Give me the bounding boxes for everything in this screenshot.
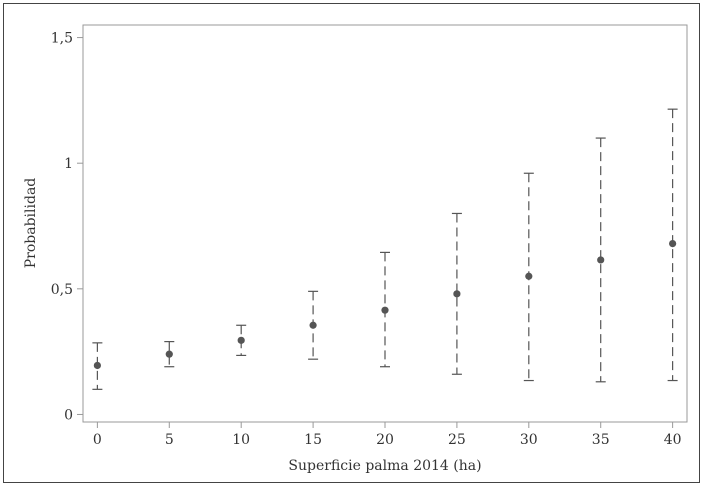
- data-points: [93, 240, 677, 370]
- x-tick-label: 0: [93, 432, 102, 448]
- x-tick-label: 10: [232, 432, 250, 448]
- x-tick-label: 25: [448, 432, 466, 448]
- x-axis: 0 5 10 15 20 25 30 35 40: [93, 422, 682, 448]
- probability-chart: 0 0,5 1 1,5 0 5 10 15 20 25 30 35 40 Superficie pal…: [23, 24, 688, 474]
- data-point: [669, 240, 677, 248]
- data-point: [309, 321, 317, 329]
- x-axis-label: Superficie palma 2014 (ha): [288, 458, 481, 474]
- data-point: [165, 350, 173, 358]
- data-point: [597, 256, 605, 264]
- x-tick-label: 5: [165, 432, 174, 448]
- y-tick-label: 0: [64, 407, 73, 423]
- figure-frame: 0 0,5 1 1,5 0 5 10 15 20 25 30 35 40 Superficie pal…: [3, 3, 700, 483]
- data-point: [237, 336, 245, 344]
- x-tick-label: 20: [376, 432, 394, 448]
- data-point: [93, 361, 101, 370]
- y-tick-label: 1,5: [51, 31, 73, 47]
- plot-area: [82, 24, 688, 423]
- x-tick-label: 15: [304, 432, 322, 448]
- data-point: [525, 272, 533, 280]
- y-tick-label: 0,5: [51, 282, 73, 298]
- y-tick-label: 1: [64, 156, 73, 172]
- x-tick-label: 30: [520, 432, 538, 448]
- error-bars: [92, 108, 678, 390]
- data-point: [453, 290, 461, 298]
- x-tick-label: 40: [664, 432, 682, 448]
- x-tick-label: 35: [592, 432, 610, 448]
- y-axis-label: Probabilidad: [23, 178, 39, 269]
- y-axis: 0 0,5 1 1,5: [51, 31, 83, 423]
- data-point: [381, 306, 389, 314]
